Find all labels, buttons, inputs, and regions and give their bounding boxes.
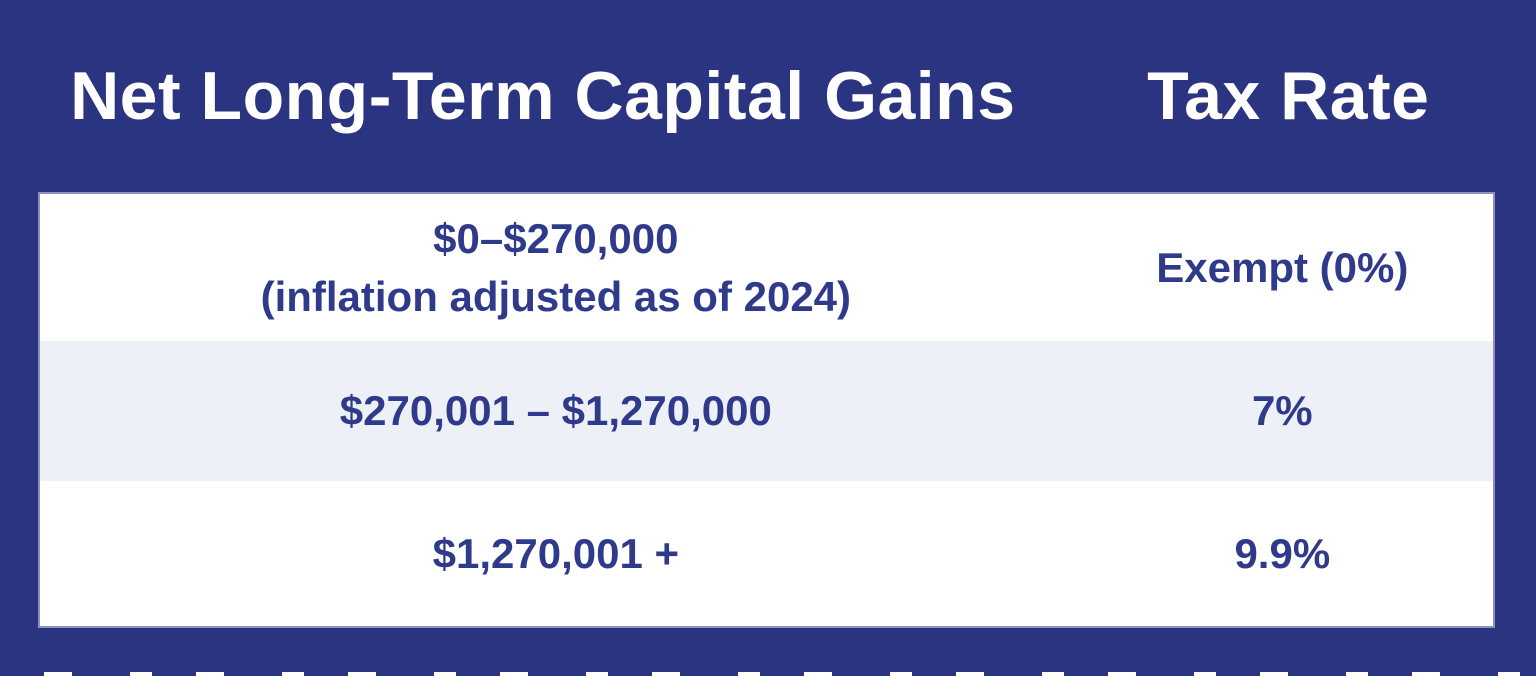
gains-bracket-note: (inflation adjusted as of 2024) bbox=[260, 272, 852, 320]
gains-bracket-cell: $0–$270,000 (inflation adjusted as of 20… bbox=[40, 194, 1072, 341]
table-header: Net Long-Term Capital Gains Tax Rate bbox=[40, 0, 1493, 192]
table-row: $0–$270,000 (inflation adjusted as of 20… bbox=[40, 194, 1493, 341]
table-row: $1,270,001 + 9.9% bbox=[40, 481, 1493, 626]
gains-bracket-cell: $1,270,001 + bbox=[40, 481, 1072, 626]
gains-bracket-range: $1,270,001 + bbox=[432, 529, 680, 577]
gains-bracket-cell: $270,001 – $1,270,000 bbox=[40, 341, 1072, 481]
column-header-tax-rate: Tax Rate bbox=[1147, 58, 1430, 134]
tax-rate-cell: 7% bbox=[1251, 387, 1313, 434]
table-row: $270,001 – $1,270,000 7% bbox=[40, 341, 1493, 481]
tax-rate-cell: 9.9% bbox=[1234, 529, 1331, 577]
tax-rate-cell: Exempt (0%) bbox=[1156, 243, 1409, 291]
gains-bracket-range: $270,001 – $1,270,000 bbox=[339, 387, 772, 434]
tax-rate-table: $0–$270,000 (inflation adjusted as of 20… bbox=[40, 194, 1493, 626]
gains-bracket-range: $0–$270,000 bbox=[433, 214, 679, 262]
cropped-next-section bbox=[0, 672, 1536, 696]
cropped-content-edge bbox=[0, 672, 1536, 676]
column-header-gains: Net Long-Term Capital Gains bbox=[70, 58, 1016, 134]
